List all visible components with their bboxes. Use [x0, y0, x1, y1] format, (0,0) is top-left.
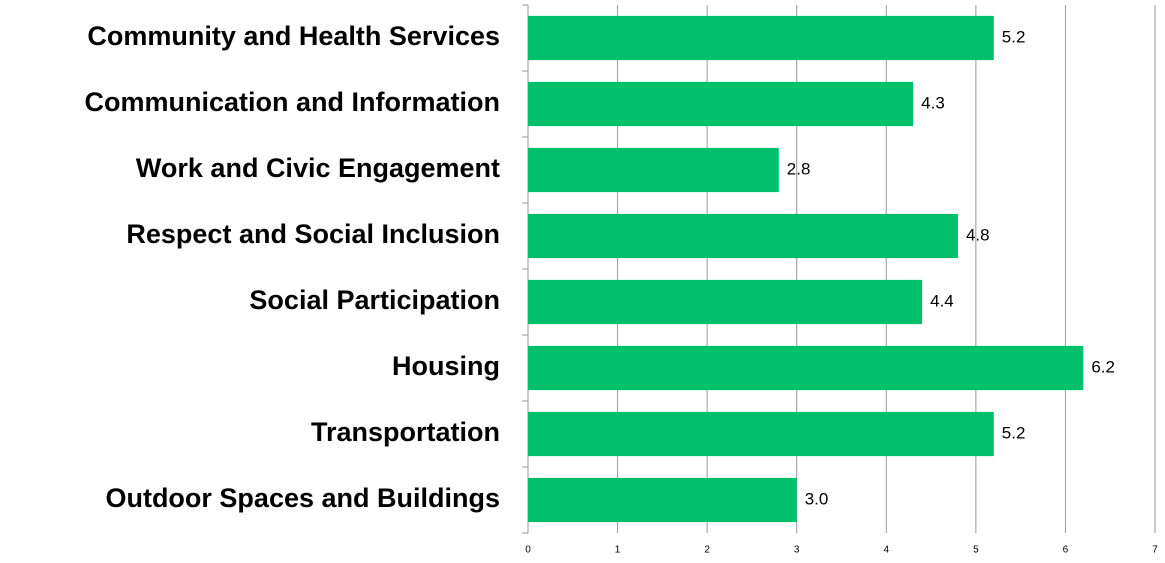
bar [528, 15, 994, 61]
data-label: 5.2 [1002, 423, 1026, 442]
bar [528, 213, 958, 259]
y-tick-label: Housing [392, 351, 500, 381]
x-tick-label: 2 [704, 545, 710, 556]
data-label: 4.3 [921, 93, 945, 112]
bar [528, 147, 779, 193]
data-label: 4.4 [930, 291, 954, 310]
x-tick-label: 7 [1152, 545, 1158, 556]
bar [528, 477, 797, 523]
data-label: 2.8 [787, 159, 811, 178]
data-label: 3.0 [805, 489, 829, 508]
y-tick-label: Social Participation [249, 285, 500, 315]
data-label: 6.2 [1091, 357, 1115, 376]
data-label: 5.2 [1002, 27, 1026, 46]
x-tick-label: 3 [794, 545, 800, 556]
x-tick-label: 6 [1063, 545, 1069, 556]
x-tick-label: 5 [973, 545, 979, 556]
bar [528, 345, 1084, 391]
x-tick-label: 1 [615, 545, 621, 556]
y-tick-label: Communication and Information [85, 87, 501, 117]
data-label: 4.8 [966, 225, 990, 244]
y-tick-label: Respect and Social Inclusion [126, 219, 500, 249]
y-tick-label: Outdoor Spaces and Buildings [105, 483, 500, 513]
x-tick-label: 4 [884, 545, 890, 556]
y-tick-label: Transportation [311, 417, 500, 447]
y-tick-label: Work and Civic Engagement [136, 153, 500, 183]
x-tick-label: 0 [525, 545, 531, 556]
y-tick-label: Community and Health Services [87, 21, 500, 51]
bar [528, 81, 914, 127]
bar [528, 411, 994, 457]
bar [528, 279, 923, 325]
